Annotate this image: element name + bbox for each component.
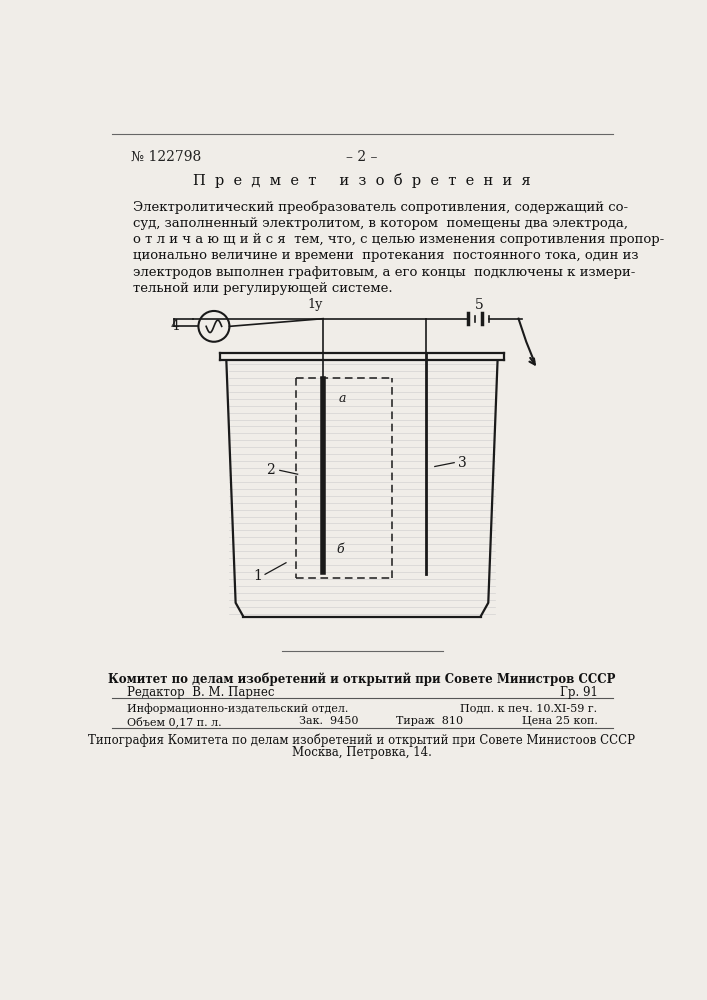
Text: – 2 –: – 2 – <box>346 150 378 164</box>
Text: ционально величине и времени  протекания  постоянного тока, один из: ционально величине и времени протекания … <box>134 249 639 262</box>
Text: б: б <box>337 543 344 556</box>
Text: № 122798: № 122798 <box>131 150 201 164</box>
Text: тельной или регулирующей системе.: тельной или регулирующей системе. <box>134 282 393 295</box>
Text: Типография Комитета по делам изобретений и открытий при Совете Министоов СССР: Типография Комитета по делам изобретений… <box>88 734 636 747</box>
Text: Информационно-издательский отдел.: Информационно-издательский отдел. <box>127 704 349 714</box>
Text: 4: 4 <box>171 319 180 333</box>
Text: Объем 0,17 п. л.: Объем 0,17 п. л. <box>127 716 222 727</box>
Text: о т л и ч а ю щ и й с я  тем, что, с целью изменения сопротивления пропор-: о т л и ч а ю щ и й с я тем, что, с цель… <box>134 233 665 246</box>
Text: a: a <box>339 392 346 405</box>
Text: 1у: 1у <box>308 298 323 311</box>
Text: П  р  е  д  м  е  т     и  з  о  б  р  е  т  е  н  и  я: П р е д м е т и з о б р е т е н и я <box>193 173 531 188</box>
Text: Комитет по делам изобретений и открытий при Совете Министров СССР: Комитет по делам изобретений и открытий … <box>108 673 616 686</box>
Text: 5: 5 <box>474 298 484 312</box>
Text: суд, заполненный электролитом, в котором  помещены два электрода,: суд, заполненный электролитом, в котором… <box>134 217 629 230</box>
Text: Тираж  810: Тираж 810 <box>396 716 463 726</box>
Text: Цена 25 коп.: Цена 25 коп. <box>522 716 597 726</box>
Text: Подп. к печ. 10.XI-59 г.: Подп. к печ. 10.XI-59 г. <box>460 704 597 714</box>
Text: 1: 1 <box>253 569 262 583</box>
Text: Москва, Петровка, 14.: Москва, Петровка, 14. <box>292 746 432 759</box>
Text: электродов выполнен графитовым, а его концы  подключены к измери-: электродов выполнен графитовым, а его ко… <box>134 266 636 279</box>
Text: Электролитический преобразователь сопротивления, содержащий со-: Электролитический преобразователь сопрот… <box>134 201 629 214</box>
Text: Редактор  В. М. Парнес: Редактор В. М. Парнес <box>127 686 274 699</box>
Text: 3: 3 <box>457 456 467 470</box>
Text: 2: 2 <box>266 463 275 477</box>
Text: Гр. 91: Гр. 91 <box>560 686 597 699</box>
Text: Зак.  9450: Зак. 9450 <box>299 716 358 726</box>
